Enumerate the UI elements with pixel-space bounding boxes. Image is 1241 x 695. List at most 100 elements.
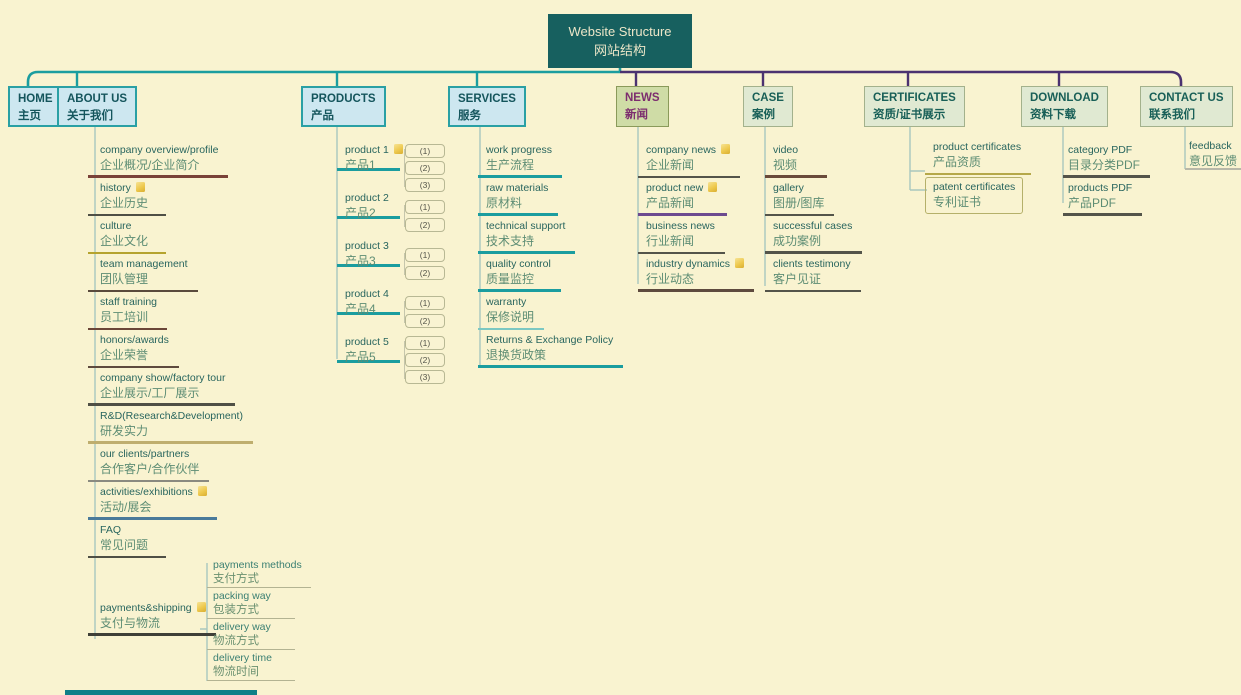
tree-item-feedback[interactable]: feedback 意见反馈 xyxy=(1185,138,1241,170)
item-label-zh: 技术支持 xyxy=(486,234,535,248)
subtopic-box[interactable]: (3) xyxy=(405,178,445,192)
item-label-zh: 产品4 xyxy=(345,302,376,316)
item-label-zh: 企业荣誉 xyxy=(100,348,149,362)
news-children: company news 企业新闻 product new 产品新闻 business … xyxy=(638,142,755,294)
item-label-zh: 企业概况/企业简介 xyxy=(100,158,200,172)
topic-news[interactable]: NEWS 新闻 xyxy=(616,86,669,127)
note-icon[interactable] xyxy=(135,182,145,192)
item-label-zh: 视频 xyxy=(773,158,798,172)
tree-item-our-clients-partners[interactable]: our clients/partners 合作客户/合作伙伴 xyxy=(88,446,210,482)
tree-item-product-2[interactable]: product 2 产品2 xyxy=(337,190,400,220)
item-label-zh: 企业展示/工厂展示 xyxy=(100,386,200,400)
tree-item-product-new[interactable]: product new 产品新闻 xyxy=(638,180,728,216)
item-label-zh: 合作客户/合作伙伴 xyxy=(100,462,200,476)
topic-download[interactable]: DOWNLOAD 资料下载 xyxy=(1021,86,1108,127)
topic-home[interactable]: HOME 主页 xyxy=(8,86,63,127)
tree-item-payments-methods[interactable]: payments methods 支付方式 xyxy=(207,557,311,588)
tree-item-delivery-way[interactable]: delivery way 物流方式 xyxy=(207,619,295,650)
subtopic-box[interactable]: (1) xyxy=(405,336,445,350)
tree-item-patent-certificates[interactable]: patent certificates 专利证书 xyxy=(925,177,1024,214)
tree-item-product-3[interactable]: product 3 产品3 xyxy=(337,238,400,268)
item-label-zh: 产品1 xyxy=(345,158,376,172)
tree-item-delivery-time[interactable]: delivery time 物流时间 xyxy=(207,650,295,681)
payments-shipping-children: payments methods 支付方式 packing way 包装方式 deliv… xyxy=(207,557,311,681)
topic-label-zh: 资质/证书展示 xyxy=(873,109,946,121)
tree-item-business-news[interactable]: business news 行业新闻 xyxy=(638,218,725,254)
subtopic-box[interactable]: (2) xyxy=(405,314,445,328)
topic-products[interactable]: PRODUCTS 产品 xyxy=(301,86,386,127)
tree-item-history[interactable]: history 企业历史 xyxy=(88,180,166,216)
tree-item-honors-awards[interactable]: honors/awards 企业荣誉 xyxy=(88,332,179,368)
topic-case[interactable]: CASE 案例 xyxy=(743,86,793,127)
tree-item-team-management[interactable]: team management 团队管理 xyxy=(88,256,198,292)
note-icon[interactable] xyxy=(196,602,206,612)
tree-item-product-certificates[interactable]: product certificates 产品资质 xyxy=(925,139,1032,175)
tree-item-returns-exchange-policy[interactable]: Returns & Exchange Policy 退换货政策 xyxy=(478,332,624,368)
topic-label-en: DOWNLOAD xyxy=(1030,92,1099,104)
tree-item-product-4[interactable]: product 4 产品4 xyxy=(337,286,400,316)
tree-item-staff-training[interactable]: staff training 员工培训 xyxy=(88,294,168,330)
item-label-en: gallery xyxy=(773,182,804,194)
tree-item-warranty[interactable]: warranty 保修说明 xyxy=(478,294,545,330)
tree-item-company-show-factory-tour[interactable]: company show/factory tour 企业展示/工厂展示 xyxy=(88,370,236,406)
note-icon[interactable] xyxy=(721,144,731,154)
subtopic-box[interactable]: (1) xyxy=(405,144,445,158)
subtopic-box[interactable]: (1) xyxy=(405,200,445,214)
tree-item-r-d-research-development-[interactable]: R&D(Research&Development) 研发实力 xyxy=(88,408,253,444)
tree-item-culture[interactable]: culture 企业文化 xyxy=(88,218,166,254)
subtopic-connector xyxy=(404,253,405,275)
topic-about-us[interactable]: ABOUT US 关于我们 xyxy=(57,86,138,127)
root-topic-label-zh: 网站结构 xyxy=(593,43,646,58)
topic-certificates[interactable]: CERTIFICATES 资质/证书展示 xyxy=(864,86,965,127)
subtopic-box[interactable]: (2) xyxy=(405,161,445,175)
item-label-zh: 研发实力 xyxy=(100,424,149,438)
topic-services[interactable]: SERVICES 服务 xyxy=(448,86,526,127)
item-label-zh: 专利证书 xyxy=(933,195,982,209)
item-label-en: product certificates xyxy=(933,141,1022,153)
products-children: product 1 产品1 (1) (2) (3) product 2 产品2 (1) (2) p… xyxy=(337,142,445,384)
product-row: product 4 产品4 (1) (2) xyxy=(337,286,445,328)
tree-item-work-progress[interactable]: work progress 生产流程 xyxy=(478,142,562,178)
item-label-en: payments methods xyxy=(213,559,302,571)
tree-item-packing-way[interactable]: packing way 包装方式 xyxy=(207,588,295,619)
tree-item-product-1[interactable]: product 1 产品1 xyxy=(337,142,403,172)
note-icon[interactable] xyxy=(708,182,718,192)
subtopic-box[interactable]: (1) xyxy=(405,296,445,310)
tree-item-company-overview-profile[interactable]: company overview/profile 企业概况/企业简介 xyxy=(88,142,229,178)
item-label-zh: 企业文化 xyxy=(100,234,149,248)
subtopic-box[interactable]: (1) xyxy=(405,248,445,262)
tree-item-payments-shipping[interactable]: payments&shipping 支付与物流 xyxy=(88,600,216,636)
item-label-en: product 2 xyxy=(345,192,389,204)
tree-item-product-5[interactable]: product 5 产品5 xyxy=(337,334,400,364)
note-icon[interactable] xyxy=(735,258,745,268)
note-icon[interactable] xyxy=(197,486,207,496)
tree-item-clients-testimony[interactable]: clients testimony 客户见证 xyxy=(765,256,861,292)
tree-item-products-pdf[interactable]: products PDF 产品PDF xyxy=(1063,180,1143,216)
tree-item-industry-dynamics[interactable]: industry dynamics 行业动态 xyxy=(638,256,755,292)
tree-item-video[interactable]: video 视频 xyxy=(765,142,827,178)
item-label-en: company show/factory tour xyxy=(100,372,226,384)
tree-item-company-news[interactable]: company news 企业新闻 xyxy=(638,142,741,178)
tree-item-raw-materials[interactable]: raw materials 原材料 xyxy=(478,180,559,216)
tree-item-gallery[interactable]: gallery 图册/图库 xyxy=(765,180,835,216)
root-topic[interactable]: Website Structure 网站结构 xyxy=(548,14,692,68)
topic-contact-us[interactable]: CONTACT US 联系我们 xyxy=(1140,86,1233,127)
subtopic-box[interactable]: (2) xyxy=(405,266,445,280)
subtopic-box[interactable]: (2) xyxy=(405,218,445,232)
tree-item-technical-support[interactable]: technical support 技术支持 xyxy=(478,218,576,254)
note-icon[interactable] xyxy=(393,144,403,154)
tree-item-faq[interactable]: FAQ 常见问题 xyxy=(88,522,166,558)
item-label-zh: 退换货政策 xyxy=(486,348,547,362)
topic-label-en: ABOUT US xyxy=(67,93,128,105)
item-label-zh: 生产流程 xyxy=(486,158,535,172)
subtopic-box[interactable]: (2) xyxy=(405,353,445,367)
tree-item-successful-cases[interactable]: successful cases 成功案例 xyxy=(765,218,863,254)
tree-item-category-pdf[interactable]: category PDF 目录分类PDF xyxy=(1063,142,1151,178)
subtopic-connector xyxy=(404,205,405,227)
topic-label-zh: 关于我们 xyxy=(67,110,113,122)
subtopic-box[interactable]: (3) xyxy=(405,370,445,384)
item-label-en: successful cases xyxy=(773,220,853,232)
item-label-en: honors/awards xyxy=(100,334,169,346)
tree-item-activities-exhibitions[interactable]: activities/exhibitions 活动/展会 xyxy=(88,484,217,520)
tree-item-quality-control[interactable]: quality control 质量监控 xyxy=(478,256,561,292)
